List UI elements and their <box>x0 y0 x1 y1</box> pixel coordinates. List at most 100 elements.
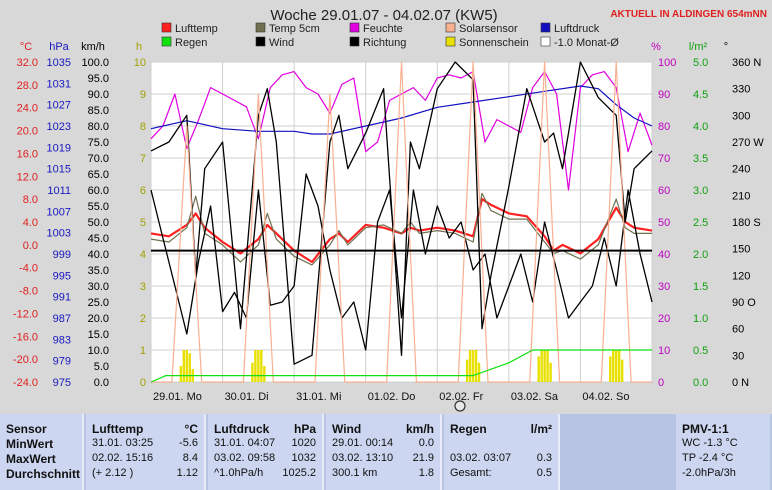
axis-ticks: 32.028.024.020.016.012.08.04.00.0-4.0-8.… <box>13 41 764 403</box>
sensor-avg: Durchschnitt <box>6 467 81 481</box>
legend-label: Luftdruck <box>554 23 600 35</box>
axis-tick-lm2: 4.5 <box>693 89 708 101</box>
sunshine-bar <box>477 362 481 382</box>
pmv-header: PMV-1:1 <box>682 422 729 436</box>
axis-unit-kmh: km/h <box>81 41 105 53</box>
sunshine-bar <box>549 362 552 382</box>
sunshine-bar <box>251 362 254 382</box>
axis-tick-deg: 180 S <box>732 217 761 229</box>
series-regen <box>150 349 652 383</box>
druck-min-time: 31.01. 04:07 <box>214 437 276 449</box>
axis-tick-c: -12.0 <box>13 308 38 320</box>
wind-max-time: 03.02. 13:10 <box>332 452 394 464</box>
wind-min-value: 0.0 <box>418 437 434 449</box>
axis-tick-hpa: 999 <box>53 249 71 261</box>
legend-swatch <box>161 36 172 47</box>
axis-tick-deg: 330 <box>732 84 750 96</box>
axis-tick-c: 12.0 <box>17 171 38 183</box>
sunshine-bar <box>260 350 263 382</box>
axis-tick-pct: 50 <box>658 217 670 229</box>
axis-unit-c: °C <box>20 41 32 53</box>
axis-tick-lm2: 3.0 <box>693 185 708 197</box>
axis-tick-h: 5 <box>140 217 146 229</box>
axis-tick-pct: 30 <box>658 281 670 293</box>
druck-min-value: 1020 <box>291 437 316 449</box>
sunshine-bar <box>617 350 621 382</box>
pmv-pressure-trend: -2.0hPa/3h <box>682 467 736 479</box>
axis-tick-deg: 60 <box>732 324 744 336</box>
sunshine-bar <box>609 356 612 382</box>
axis-tick-h: 7 <box>140 153 146 165</box>
axis-tick-deg: 150 <box>732 244 750 256</box>
axis-tick-lm2: 5.0 <box>693 57 708 69</box>
wind-unit: km/h <box>405 422 434 436</box>
axis-tick-c: -16.0 <box>13 331 38 343</box>
druck-header: Luftdruck <box>214 422 270 436</box>
axis-tick-h: 2 <box>140 313 146 325</box>
temp-min-value: -5.6 <box>179 437 198 449</box>
temp-max-time: 02.02. 15:16 <box>92 452 154 464</box>
axis-tick-pct: 60 <box>658 185 670 197</box>
time-slider-handle[interactable] <box>454 400 466 412</box>
axis-tick-kmh: 40.0 <box>88 249 109 261</box>
regen-total-value: 0.5 <box>536 467 552 479</box>
sunshine-bar <box>474 350 478 382</box>
axis-tick-pct: 0 <box>658 377 664 389</box>
x-tick-day: 02.02. Fr <box>439 391 483 403</box>
axis-tick-lm2: 3.5 <box>693 153 708 165</box>
col-wind: Wind km/h 29.01. 00:14 0.0 03.02. 13:10 21.… <box>326 414 442 490</box>
axis-tick-h: 0 <box>140 377 146 389</box>
sunshine-bar <box>612 350 615 382</box>
series-luftdruck <box>150 85 653 135</box>
sunshine-bar <box>543 350 546 382</box>
axis-tick-kmh: 15.0 <box>88 329 109 341</box>
axis-tick-hpa: 1027 <box>47 100 71 112</box>
x-tick-day: 03.02. Sa <box>511 391 559 403</box>
x-tick-day: 04.02. So <box>582 391 629 403</box>
legend-label: Solarsensor <box>459 23 518 35</box>
axis-tick-hpa: 1003 <box>47 228 71 240</box>
sunshine-bar <box>182 350 186 382</box>
sunshine-bar <box>257 350 260 382</box>
axis-tick-pct: 70 <box>658 153 670 165</box>
axis-tick-h: 8 <box>140 121 146 133</box>
x-tick-day: 29.01. Mo <box>153 391 202 403</box>
axis-tick-kmh: 55.0 <box>88 201 109 213</box>
chart-title: Woche 29.01.07 - 04.02.07 (KW5) <box>270 7 497 24</box>
axis-tick-c: -24.0 <box>13 377 38 389</box>
regen-max-value: 0.3 <box>536 452 552 464</box>
druck-max-value: 1032 <box>291 452 316 464</box>
axis-tick-pct: 40 <box>658 249 670 261</box>
axis-tick-hpa: 995 <box>53 270 71 282</box>
axis-tick-hpa: 979 <box>53 356 71 368</box>
axis-tick-lm2: 4.0 <box>693 121 708 133</box>
axis-tick-kmh: 80.0 <box>88 121 109 133</box>
axis-tick-deg: 300 <box>732 110 750 122</box>
axis-tick-kmh: 90.0 <box>88 89 109 101</box>
sensor-header: Sensor <box>6 422 47 436</box>
x-tick-day: 30.01. Di <box>225 391 269 403</box>
legend-swatch <box>540 22 551 33</box>
axis-unit-lm2: l/m² <box>689 41 708 53</box>
series-temp-5cm <box>150 192 652 266</box>
axis-tick-h: 4 <box>140 249 146 261</box>
sunshine-bar <box>263 366 266 382</box>
axis-tick-kmh: 25.0 <box>88 297 109 309</box>
axis-tick-h: 9 <box>140 89 146 101</box>
axis-tick-h: 3 <box>140 281 146 293</box>
series-wind <box>150 173 653 351</box>
axis-tick-c: 16.0 <box>17 148 38 160</box>
pmv-windchill: WC -1.3 °C <box>682 437 738 449</box>
axis-tick-kmh: 95.0 <box>88 73 109 85</box>
sunshine-bar <box>185 350 188 382</box>
weather-chart: 32.028.024.020.016.012.08.04.00.0-4.0-8.… <box>12 7 767 412</box>
axis-tick-c: -4.0 <box>19 263 38 275</box>
axis-tick-deg: 0 N <box>732 377 749 389</box>
druck-unit: hPa <box>293 422 316 436</box>
axis-tick-hpa: 1007 <box>47 206 71 218</box>
axis-unit-deg: ° <box>724 41 728 53</box>
axis-tick-deg: 240 <box>732 164 750 176</box>
legend-swatch <box>255 36 266 47</box>
regen-total-label: Gesamt: <box>450 467 492 479</box>
axis-tick-kmh: 100.0 <box>81 57 109 69</box>
